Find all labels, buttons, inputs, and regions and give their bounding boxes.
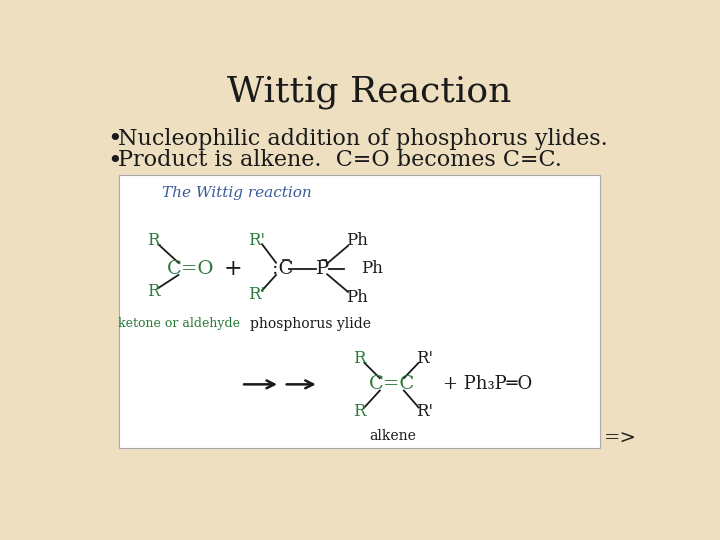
Text: phosphorus ylide: phosphorus ylide: [251, 318, 372, 332]
Text: alkene: alkene: [369, 429, 415, 443]
Text: + Ph₃P═O: + Ph₃P═O: [443, 375, 532, 393]
Text: R: R: [148, 284, 160, 300]
Text: P: P: [316, 260, 329, 278]
Text: +: +: [224, 258, 243, 280]
Text: C=O: C=O: [167, 260, 215, 278]
Text: :C: :C: [271, 260, 293, 278]
Text: The Wittig reaction: The Wittig reaction: [162, 186, 312, 200]
Text: Ph: Ph: [361, 260, 383, 278]
Text: C=C: C=C: [369, 375, 415, 393]
Text: R: R: [354, 403, 366, 420]
Text: R: R: [354, 350, 366, 367]
Text: Product is alkene.  C=O becomes C=C.: Product is alkene. C=O becomes C=C.: [118, 150, 562, 172]
Text: =>: =>: [604, 430, 637, 448]
Text: R': R': [248, 286, 265, 303]
Text: ketone or aldehyde: ketone or aldehyde: [118, 318, 240, 330]
Text: Wittig Reaction: Wittig Reaction: [227, 75, 511, 109]
Text: R': R': [248, 232, 265, 249]
Text: Nucleophilic addition of phosphorus ylides.: Nucleophilic addition of phosphorus ylid…: [118, 128, 608, 150]
FancyBboxPatch shape: [120, 175, 600, 448]
Text: •: •: [107, 150, 122, 172]
Text: R: R: [148, 232, 160, 249]
Text: •: •: [107, 128, 122, 151]
Text: Ph: Ph: [346, 289, 369, 306]
Text: Ph: Ph: [346, 232, 369, 249]
Text: R': R': [416, 403, 433, 420]
Text: R': R': [416, 350, 433, 367]
